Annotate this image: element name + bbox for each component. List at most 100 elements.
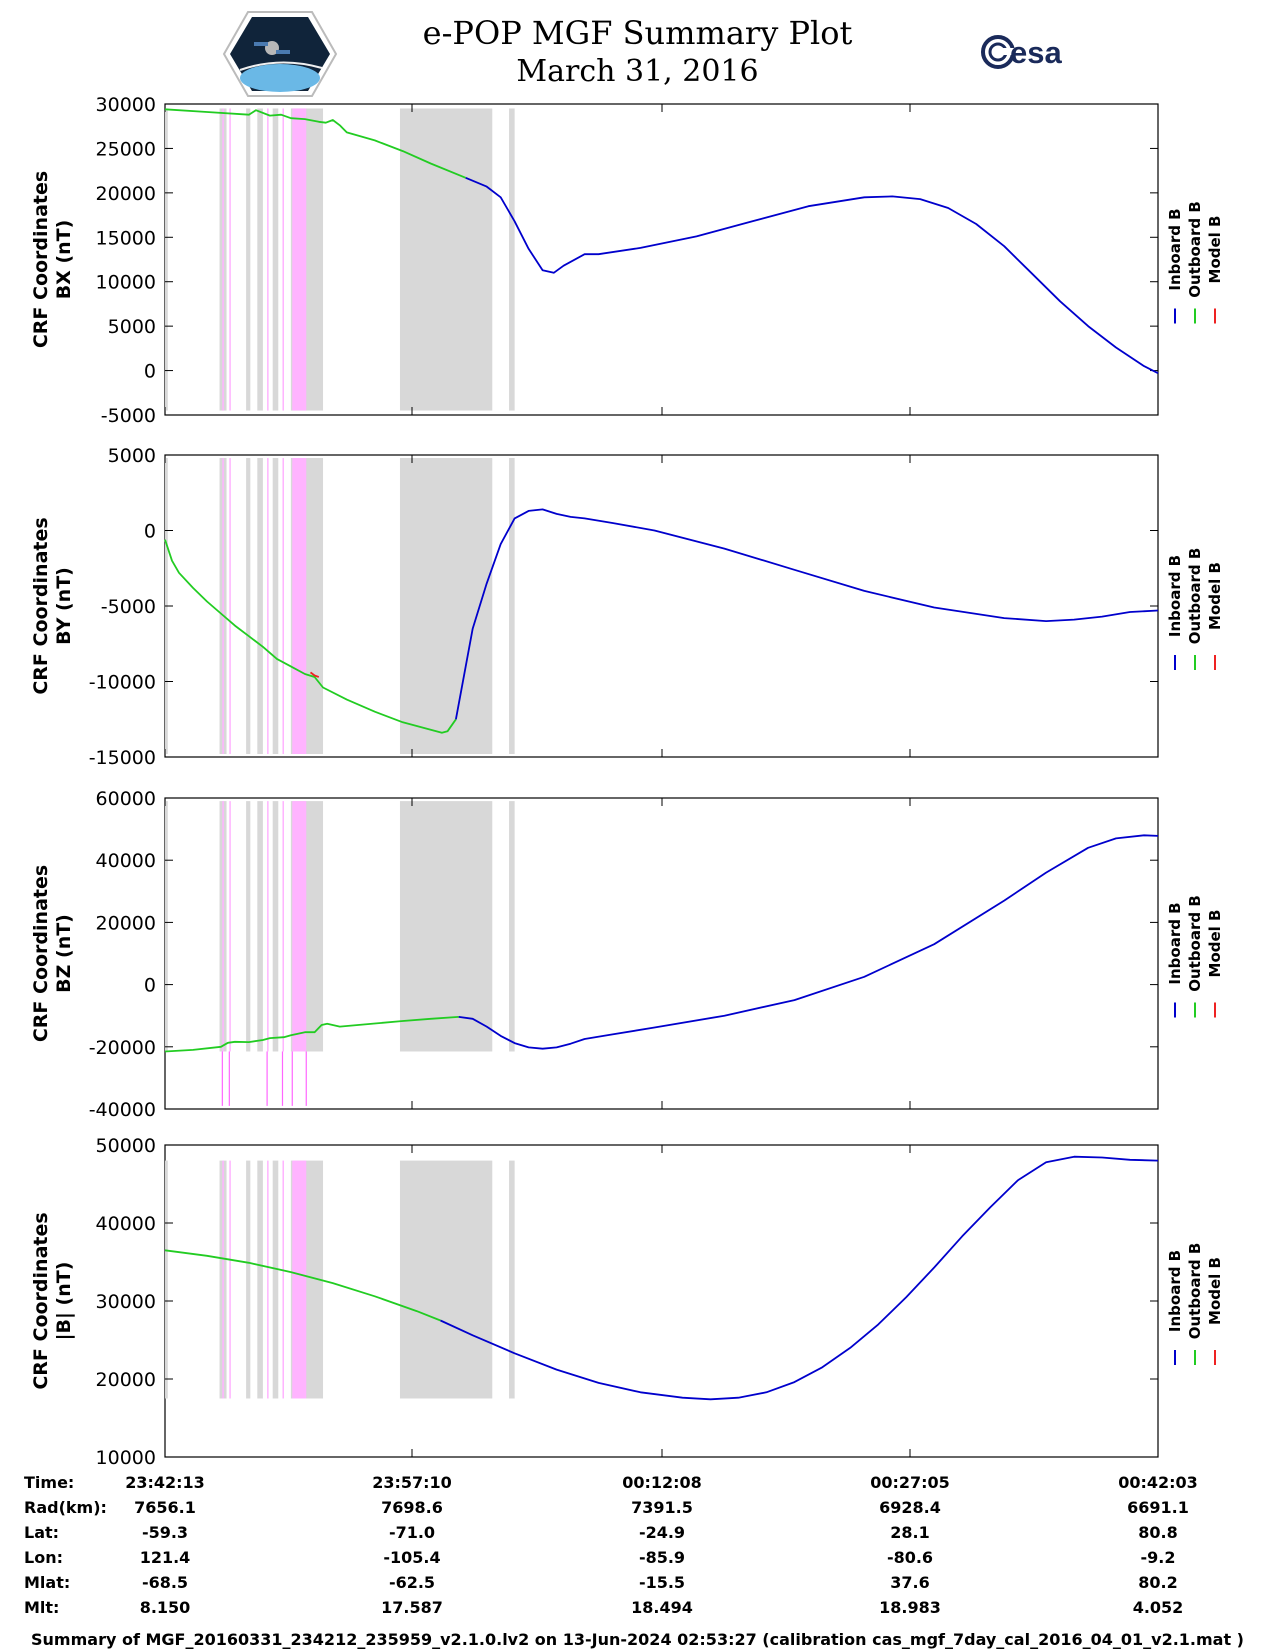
y-tick-label: 50000 (96, 1135, 156, 1157)
y-tick-label: 20000 (96, 1369, 156, 1391)
data-gap-band (399, 1160, 493, 1399)
flag-band (292, 1160, 307, 1399)
y-axis-label-line2: BY (nT) (53, 567, 75, 645)
y-tick-label: -10000 (89, 672, 156, 694)
panel-3: 60000 40000 20000 0 -20000 -40000 CRF Coordina… (30, 788, 1224, 1121)
ephemeris-value: 6691.1 (1127, 1498, 1189, 1517)
flag-band (222, 458, 224, 754)
ephemeris-value: -85.9 (639, 1548, 685, 1567)
data-gap-band (399, 458, 493, 754)
ephemeris-value: 7698.6 (381, 1498, 443, 1517)
ephemeris-row-label: Time: (24, 1473, 74, 1492)
panel-2: 5000 0 -5000 -10000 -15000 CRF CoordinatesBY … (30, 445, 1224, 769)
y-tick-label: -20000 (89, 1037, 156, 1059)
data-gap-band (272, 108, 279, 411)
y-axis-label-line1: CRF Coordinates (30, 517, 52, 694)
ephemeris-value: -24.9 (639, 1523, 685, 1542)
data-gap-band (246, 801, 251, 1052)
flag-band (267, 1160, 269, 1399)
y-tick-label: -15000 (89, 747, 156, 769)
panel-4: 50000 40000 30000 20000 10000 CRF Coordinates… (30, 1135, 1224, 1469)
legend-label: Outboard B (1186, 201, 1204, 298)
y-axis-label-line2: BZ (nT) (53, 914, 75, 993)
data-gap-band (165, 108, 168, 411)
legend-label: Outboard B (1186, 1243, 1204, 1340)
y-tick-label: 60000 (96, 788, 156, 810)
legend-label: Model B (1206, 216, 1224, 284)
flag-band (282, 801, 284, 1052)
ephemeris-value: 121.4 (140, 1548, 191, 1567)
flag-band (229, 458, 231, 754)
flag-band (267, 108, 269, 411)
ephemeris-value: 18.983 (879, 1598, 941, 1617)
ephemeris-value: -105.4 (383, 1548, 440, 1567)
ephemeris-value: 80.8 (1138, 1523, 1177, 1542)
ephemeris-value: 7391.5 (631, 1498, 693, 1517)
y-tick-label: 25000 (96, 138, 156, 160)
ephemeris-value: 80.2 (1138, 1573, 1177, 1592)
ephemeris-value: -62.5 (389, 1573, 435, 1592)
ephemeris-value: 6928.4 (879, 1498, 941, 1517)
ephemeris-value: 4.052 (1133, 1598, 1184, 1617)
ephemeris-value: 00:42:03 (1118, 1473, 1198, 1492)
ephemeris-value: 37.6 (890, 1573, 929, 1592)
flag-band (292, 801, 307, 1052)
y-tick-label: -5000 (101, 405, 156, 427)
data-gap-band (257, 458, 263, 754)
y-axis-label-line1: CRF Coordinates (30, 171, 52, 348)
y-tick-label: 30000 (96, 94, 156, 116)
data-gap-band (272, 458, 279, 754)
y-axis-label-line2: |B| (nT) (53, 1262, 75, 1341)
data-gap-band (165, 1160, 168, 1399)
flag-band (282, 1160, 284, 1399)
ephemeris-row-label: Mlat: (24, 1573, 70, 1592)
data-gap-band (509, 108, 515, 411)
series-line-inboard-b (455, 508, 1159, 720)
ephemeris-value: -9.2 (1141, 1548, 1176, 1567)
ephemeris-value: -80.6 (887, 1548, 933, 1567)
ephemeris-value: 8.150 (140, 1598, 191, 1617)
ephemeris-row-label: Rad(km): (24, 1498, 107, 1517)
ephemeris-value: 23:42:13 (125, 1473, 205, 1492)
data-gap-band (257, 801, 263, 1052)
ephemeris-value: -15.5 (639, 1573, 685, 1592)
flag-band (222, 108, 224, 411)
data-gap-band (272, 1160, 279, 1399)
legend-label: Outboard B (1186, 895, 1204, 992)
y-axis-label: CRF CoordinatesBZ (nT) (30, 865, 75, 1042)
flag-band (222, 1160, 224, 1399)
data-gap-band (509, 1160, 515, 1399)
data-gap-band (165, 801, 168, 1052)
flag-band (292, 458, 307, 754)
cassiope-logo-icon (222, 11, 338, 97)
series-line-model-b (309, 671, 320, 678)
ephemeris-value: 7656.1 (134, 1498, 196, 1517)
plot-date: March 31, 2016 (516, 54, 759, 89)
data-gap-band (246, 458, 251, 754)
plot-frame (164, 797, 1159, 1110)
flag-band (222, 801, 224, 1052)
data-gap-band (509, 458, 515, 754)
legend-label: Inboard B (1166, 1250, 1184, 1332)
plot-frame (164, 103, 1159, 416)
ephemeris-value: 00:12:08 (622, 1473, 702, 1492)
series-line-inboard-b (458, 834, 1159, 1050)
y-tick-label: 30000 (96, 1291, 156, 1313)
y-axis-label: CRF Coordinates|B| (nT) (30, 1212, 75, 1389)
series-line-inboard-b (465, 176, 1159, 375)
y-tick-label: 40000 (96, 1213, 156, 1235)
y-axis-label-line1: CRF Coordinates (30, 865, 52, 1042)
esa-logo-text: esa (1010, 35, 1062, 70)
flag-band (267, 458, 269, 754)
legend-label: Model B (1206, 910, 1224, 978)
plot-frame (164, 454, 1159, 758)
flag-band (229, 801, 231, 1052)
flag-band (229, 108, 231, 411)
y-tick-label: 20000 (96, 183, 156, 205)
data-gap-band (509, 801, 515, 1052)
y-axis-label-line2: BX (nT) (53, 220, 75, 300)
y-tick-label: 5000 (108, 316, 156, 338)
y-tick-label: 5000 (108, 445, 156, 467)
y-tick-label: 40000 (96, 850, 156, 872)
